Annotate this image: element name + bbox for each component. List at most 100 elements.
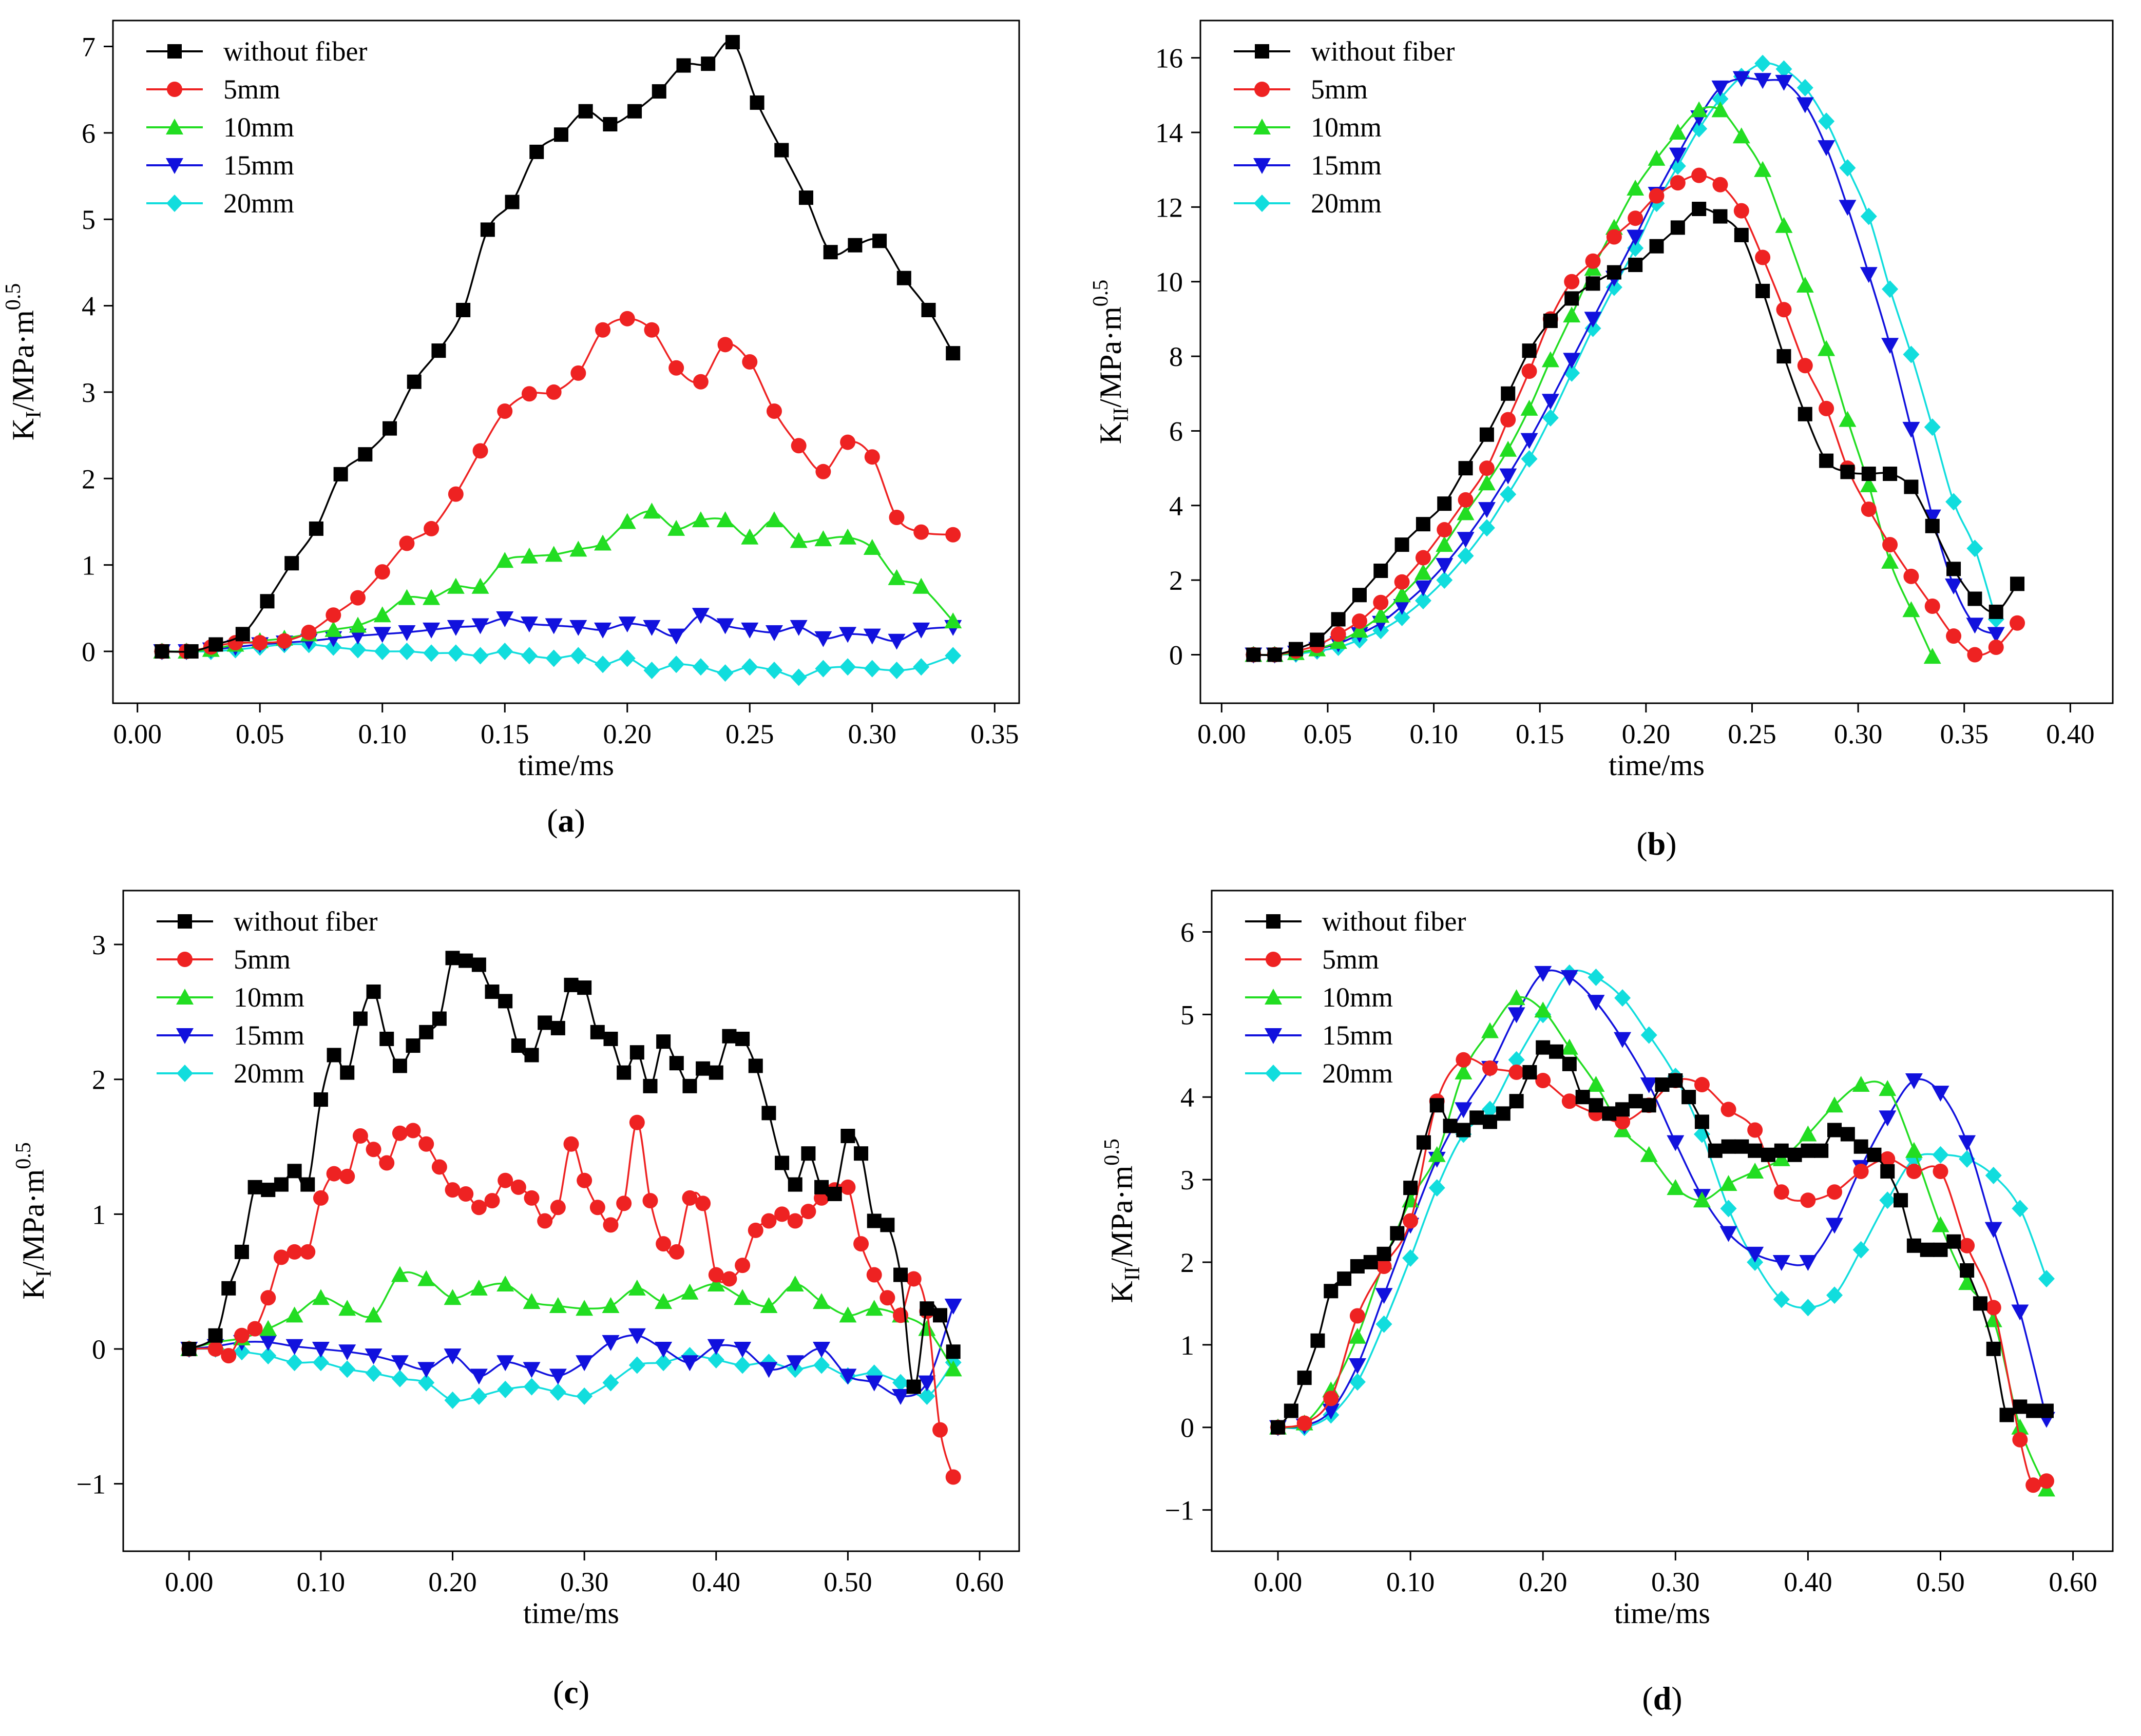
- data-point: [1906, 1238, 1921, 1253]
- data-point: [529, 144, 544, 159]
- data-point: [1987, 627, 2005, 643]
- x-tick-label: 0.15: [1516, 719, 1564, 749]
- data-point: [1958, 1135, 1976, 1151]
- y-tick-label: 6: [82, 118, 95, 149]
- legend-label: 20mm: [1311, 188, 1382, 219]
- data-point: [906, 1271, 922, 1287]
- data-point: [735, 1258, 751, 1274]
- data-point: [1818, 340, 1836, 356]
- data-point: [655, 1342, 673, 1358]
- legend-marker: [176, 1028, 194, 1044]
- y-axis-title-unit: /MPa·m: [1094, 306, 1127, 408]
- y-tick-label: 5: [82, 204, 95, 235]
- data-point: [549, 1297, 567, 1313]
- data-point: [707, 1339, 725, 1355]
- series-without-fiber: [182, 951, 961, 1394]
- data-point: [693, 374, 709, 390]
- x-tick-label: 0.60: [955, 1567, 1004, 1597]
- data-point: [1479, 427, 1494, 442]
- data-point: [1324, 1284, 1339, 1299]
- data-point: [1500, 486, 1517, 504]
- data-point: [207, 1341, 223, 1357]
- data-point: [1584, 319, 1601, 337]
- legend-marker: [178, 914, 192, 929]
- data-point: [373, 606, 391, 623]
- data-point: [1330, 626, 1346, 642]
- legend-label: 5mm: [1322, 944, 1379, 975]
- series-5mm: [154, 311, 961, 659]
- legend-marker: [167, 82, 182, 97]
- data-point: [865, 1375, 883, 1392]
- data-point: [1437, 496, 1452, 511]
- data-point: [1607, 265, 1621, 280]
- legend-marker: [1254, 82, 1270, 97]
- y-axis-title-sup: 0.5: [1089, 280, 1113, 307]
- plot-frame: [112, 20, 1020, 704]
- data-point: [717, 664, 734, 682]
- data-point: [274, 1177, 289, 1192]
- data-point: [523, 1362, 541, 1378]
- x-axis-title: time/ms: [523, 1596, 619, 1630]
- data-point: [1746, 1162, 1764, 1179]
- data-point: [1879, 1110, 1897, 1127]
- data-point: [1348, 1358, 1366, 1375]
- data-point: [2026, 1403, 2041, 1418]
- data-point: [695, 1195, 711, 1211]
- y-axis-title-main: K: [6, 418, 40, 440]
- data-point: [696, 1061, 711, 1076]
- data-point: [1796, 277, 1814, 293]
- data-point: [1414, 592, 1431, 610]
- legend-marker: [166, 195, 183, 212]
- data-point: [1443, 1118, 1458, 1133]
- x-tick-label: 0.30: [1834, 719, 1883, 749]
- data-point: [602, 1335, 620, 1351]
- data-point: [1496, 1106, 1511, 1121]
- data-point: [365, 1348, 383, 1365]
- x-tick-label: 0.35: [1940, 719, 1989, 749]
- data-point: [594, 622, 612, 639]
- data-point: [1772, 1150, 1790, 1166]
- data-point: [708, 1351, 724, 1369]
- series-without-fiber: [1271, 1040, 2054, 1435]
- data-point: [353, 1011, 368, 1026]
- data-point: [577, 980, 592, 995]
- plot-frame: [122, 890, 1020, 1552]
- data-point: [399, 535, 415, 551]
- data-point: [340, 1065, 355, 1080]
- data-point: [1373, 594, 1389, 610]
- legend-label: 5mm: [1311, 74, 1368, 105]
- x-tick-label: 0.20: [1519, 1567, 1567, 1597]
- y-axis-title: KI/MPa·m0.5: [12, 1142, 56, 1300]
- data-point: [603, 1217, 619, 1233]
- data-point: [1535, 1073, 1551, 1089]
- data-point: [618, 513, 636, 529]
- x-tick-label: 0.40: [1784, 1567, 1832, 1597]
- data-point: [1394, 537, 1409, 552]
- data-point: [471, 1200, 487, 1216]
- data-point: [1627, 229, 1645, 246]
- data-point: [864, 449, 880, 465]
- y-tick-label: 0: [92, 1334, 106, 1365]
- data-point: [1456, 1052, 1471, 1068]
- legend-marker: [1253, 158, 1271, 174]
- legend-label: 5mm: [234, 944, 291, 975]
- data-point: [932, 1422, 948, 1438]
- data-point: [1310, 632, 1325, 647]
- data-point: [312, 1354, 329, 1372]
- data-point: [863, 538, 881, 555]
- data-point: [1563, 306, 1581, 323]
- x-tick-label: 0.10: [358, 719, 407, 749]
- data-point: [1719, 1226, 1737, 1242]
- y-tick-label: 4: [82, 291, 95, 322]
- legend-item-without-fiber: without fiber: [146, 36, 367, 67]
- data-point: [327, 1048, 341, 1063]
- data-point: [1732, 71, 1750, 87]
- data-point: [510, 1179, 526, 1195]
- data-point: [485, 984, 500, 999]
- data-point: [741, 622, 759, 639]
- data-point: [1606, 229, 1622, 245]
- legend-label: 15mm: [223, 150, 294, 181]
- data-point: [766, 662, 782, 680]
- data-point: [619, 649, 636, 667]
- data-point: [2010, 615, 2025, 631]
